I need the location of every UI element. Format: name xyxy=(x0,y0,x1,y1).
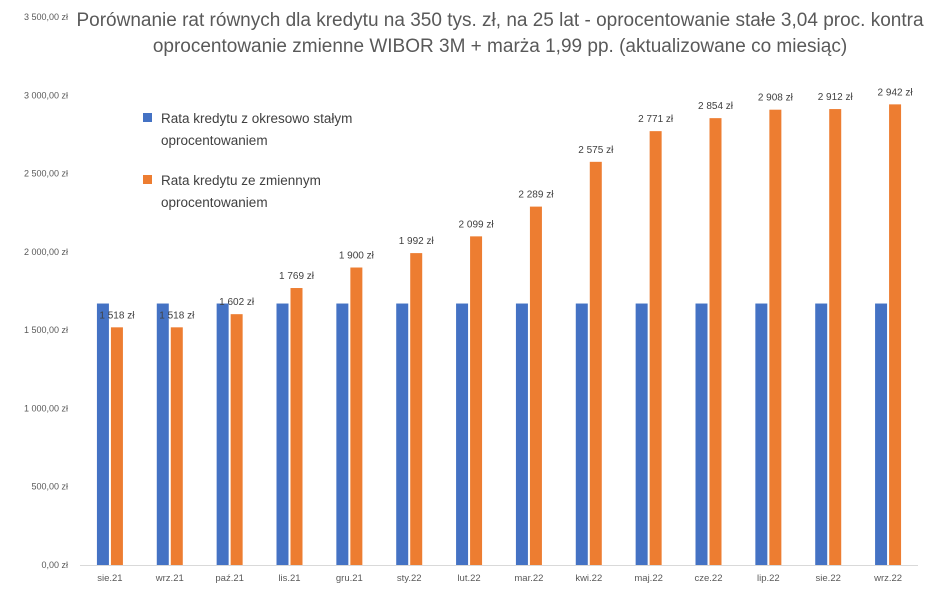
bar-fixed-rate xyxy=(396,303,409,565)
data-label-variable-rate: 1 992 zł xyxy=(399,236,435,247)
legend-swatch-fixed-rate xyxy=(143,113,152,122)
data-label-variable-rate: 2 575 zł xyxy=(578,145,614,156)
bar-variable-rate xyxy=(649,131,662,565)
bar-fixed-rate xyxy=(695,303,708,565)
bar-fixed-rate xyxy=(575,303,588,565)
data-label-variable-rate: 2 942 zł xyxy=(878,87,914,98)
bar-variable-rate xyxy=(230,314,243,565)
y-tick-label: 1 500,00 zł xyxy=(24,325,68,335)
y-tick-label: 500,00 zł xyxy=(31,482,68,492)
bar-fixed-rate xyxy=(96,303,109,565)
x-tick-label: mar.22 xyxy=(514,573,543,584)
data-label-variable-rate: 1 518 zł xyxy=(159,310,195,321)
bar-variable-rate xyxy=(170,327,183,565)
y-tick-label: 3 500,00 zł xyxy=(24,12,68,22)
x-tick-label: wrz.21 xyxy=(155,573,184,584)
legend-item-variable-rate: Rata kredytu ze zmiennym oprocentowaniem xyxy=(143,170,376,214)
data-label-variable-rate: 1 602 zł xyxy=(219,297,255,308)
bar-variable-rate xyxy=(769,109,782,566)
legend-label-variable-rate: Rata kredytu ze zmiennym oprocentowaniem xyxy=(161,173,321,210)
x-tick-label: lis.21 xyxy=(278,573,300,584)
data-label-variable-rate: 1 518 zł xyxy=(99,310,135,321)
legend-swatch-variable-rate xyxy=(143,175,152,184)
chart-title: Porównanie rat równych dla kredytu na 35… xyxy=(76,10,924,57)
data-label-variable-rate: 1 769 zł xyxy=(279,271,315,282)
data-label-variable-rate: 2 099 zł xyxy=(459,219,495,230)
data-label-variable-rate: 2 854 zł xyxy=(698,101,734,112)
y-tick-label: 1 000,00 zł xyxy=(24,403,68,413)
bar-variable-rate xyxy=(110,327,123,565)
bar-variable-rate xyxy=(410,253,423,565)
bar-fixed-rate xyxy=(875,303,888,565)
legend-item-fixed-rate: Rata kredytu z okresowo stałym oprocento… xyxy=(143,108,376,152)
bar-variable-rate xyxy=(589,161,602,566)
x-tick-label: gru.21 xyxy=(336,573,363,584)
x-tick-label: maj.22 xyxy=(634,573,663,584)
data-label-variable-rate: 1 900 zł xyxy=(339,251,375,262)
bar-fixed-rate xyxy=(216,303,229,565)
x-tick-label: sty.22 xyxy=(397,573,422,584)
data-label-variable-rate: 2 908 zł xyxy=(758,93,794,104)
legend: Rata kredytu z okresowo stałym oprocento… xyxy=(143,108,376,232)
y-tick-label: 2 500,00 zł xyxy=(24,169,68,179)
bar-fixed-rate xyxy=(515,303,528,565)
x-tick-label: paź.21 xyxy=(215,573,244,584)
bar-variable-rate xyxy=(889,104,902,566)
data-label-variable-rate: 2 289 zł xyxy=(518,190,554,201)
y-tick-label: 3 000,00 zł xyxy=(24,90,68,100)
x-tick-label: sie.22 xyxy=(816,573,841,584)
x-tick-label: kwi.22 xyxy=(575,573,602,584)
bar-variable-rate xyxy=(829,109,842,566)
data-label-variable-rate: 2 912 zł xyxy=(818,92,854,103)
x-tick-label: cze.22 xyxy=(695,573,723,584)
bar-fixed-rate xyxy=(755,303,768,565)
bar-fixed-rate xyxy=(456,303,469,565)
legend-label-fixed-rate: Rata kredytu z okresowo stałym oprocento… xyxy=(161,111,353,148)
bar-variable-rate xyxy=(709,118,722,565)
y-tick-label: 0,00 zł xyxy=(41,560,68,570)
bar-variable-rate xyxy=(290,288,303,565)
y-tick-label: 2 000,00 zł xyxy=(24,247,68,257)
x-tick-label: wrz.22 xyxy=(873,573,902,584)
bar-fixed-rate xyxy=(815,303,828,565)
x-tick-label: lip.22 xyxy=(757,573,780,584)
bar-variable-rate xyxy=(470,236,483,565)
data-label-variable-rate: 2 771 zł xyxy=(638,114,674,125)
bar-fixed-rate xyxy=(156,303,169,565)
bar-fixed-rate xyxy=(635,303,648,565)
bar-fixed-rate xyxy=(276,303,289,565)
x-tick-label: sie.21 xyxy=(97,573,122,584)
x-tick-label: lut.22 xyxy=(457,573,480,584)
bar-variable-rate xyxy=(350,267,363,565)
bar-fixed-rate xyxy=(336,303,349,565)
bar-variable-rate xyxy=(529,206,542,565)
